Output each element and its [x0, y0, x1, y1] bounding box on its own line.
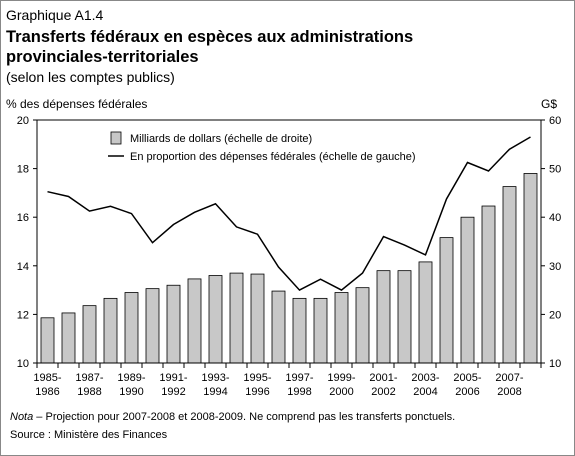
y2-tick-label: 30 [549, 261, 561, 273]
y-tick-label: 10 [17, 358, 29, 370]
bar [355, 287, 370, 364]
legend-label: Milliards de dollars (échelle de droite) [130, 133, 312, 145]
bar [460, 216, 475, 364]
y2-axis-label: G$ [541, 97, 557, 111]
chart-title: provinciales-territoriales [6, 48, 199, 66]
x-tick-label: 2003-2004 [411, 372, 439, 398]
note: Nota – Projection pour 2007-2008 et 2008… [10, 411, 455, 423]
x-tick-label: 1989-1990 [117, 372, 145, 398]
bar [502, 186, 517, 364]
bar [61, 312, 76, 364]
y-tick-label: 12 [17, 309, 29, 321]
bar [439, 237, 454, 364]
y2-tick-label: 10 [549, 358, 561, 370]
x-tick-label: 1985-1986 [33, 372, 61, 398]
y-tick-label: 18 [17, 164, 29, 176]
x-tick-label: 1993-1994 [201, 372, 229, 398]
bar [271, 290, 286, 364]
bar [82, 305, 97, 364]
bar [481, 205, 496, 364]
bar [229, 272, 244, 364]
legend-swatch [110, 131, 122, 145]
bar [145, 288, 160, 364]
bar [40, 317, 55, 364]
bar [250, 273, 265, 364]
note-label: Nota [10, 411, 33, 423]
y-axis-label: % des dépenses fédérales [6, 97, 147, 111]
x-tick-label: 2005-2006 [453, 372, 481, 398]
chart-subtitle: (selon les comptes publics) [6, 69, 175, 85]
x-tick-label: 1995-1996 [243, 372, 271, 398]
y2-tick-label: 60 [549, 115, 561, 127]
bar [208, 275, 223, 364]
bar [166, 284, 181, 364]
bar [313, 297, 328, 364]
y2-tick-label: 20 [549, 309, 561, 321]
source: Source : Ministère des Finances [10, 429, 168, 441]
bar [376, 270, 391, 364]
y-tick-label: 14 [17, 261, 29, 273]
x-tick-label: 1987-1988 [75, 372, 103, 398]
bar [397, 270, 412, 364]
bar [187, 278, 202, 364]
x-tick-label: 1997-1998 [285, 372, 313, 398]
y2-tick-label: 40 [549, 212, 561, 224]
bar [418, 261, 433, 364]
legend-label: En proportion des dépenses fédérales (éc… [130, 151, 416, 163]
bar [124, 292, 139, 364]
x-tick-label: 1999-2000 [327, 372, 355, 398]
header: Graphique A1.4 [6, 7, 104, 23]
chart-title: Transferts fédéraux en espèces aux admin… [6, 28, 413, 46]
line [47, 136, 531, 292]
y-tick-label: 20 [17, 115, 29, 127]
x-tick-label: 1991-1992 [159, 372, 187, 398]
bar [292, 297, 307, 364]
y-tick-label: 16 [17, 212, 29, 224]
bar [523, 173, 538, 364]
x-tick-label: 2007-2008 [495, 372, 523, 398]
bar [103, 297, 118, 364]
y2-tick-label: 50 [549, 164, 561, 176]
bar [334, 292, 349, 364]
note-text: – Projection pour 2007-2008 et 2008-2009… [33, 411, 455, 423]
x-tick-label: 2001-2002 [369, 372, 397, 398]
